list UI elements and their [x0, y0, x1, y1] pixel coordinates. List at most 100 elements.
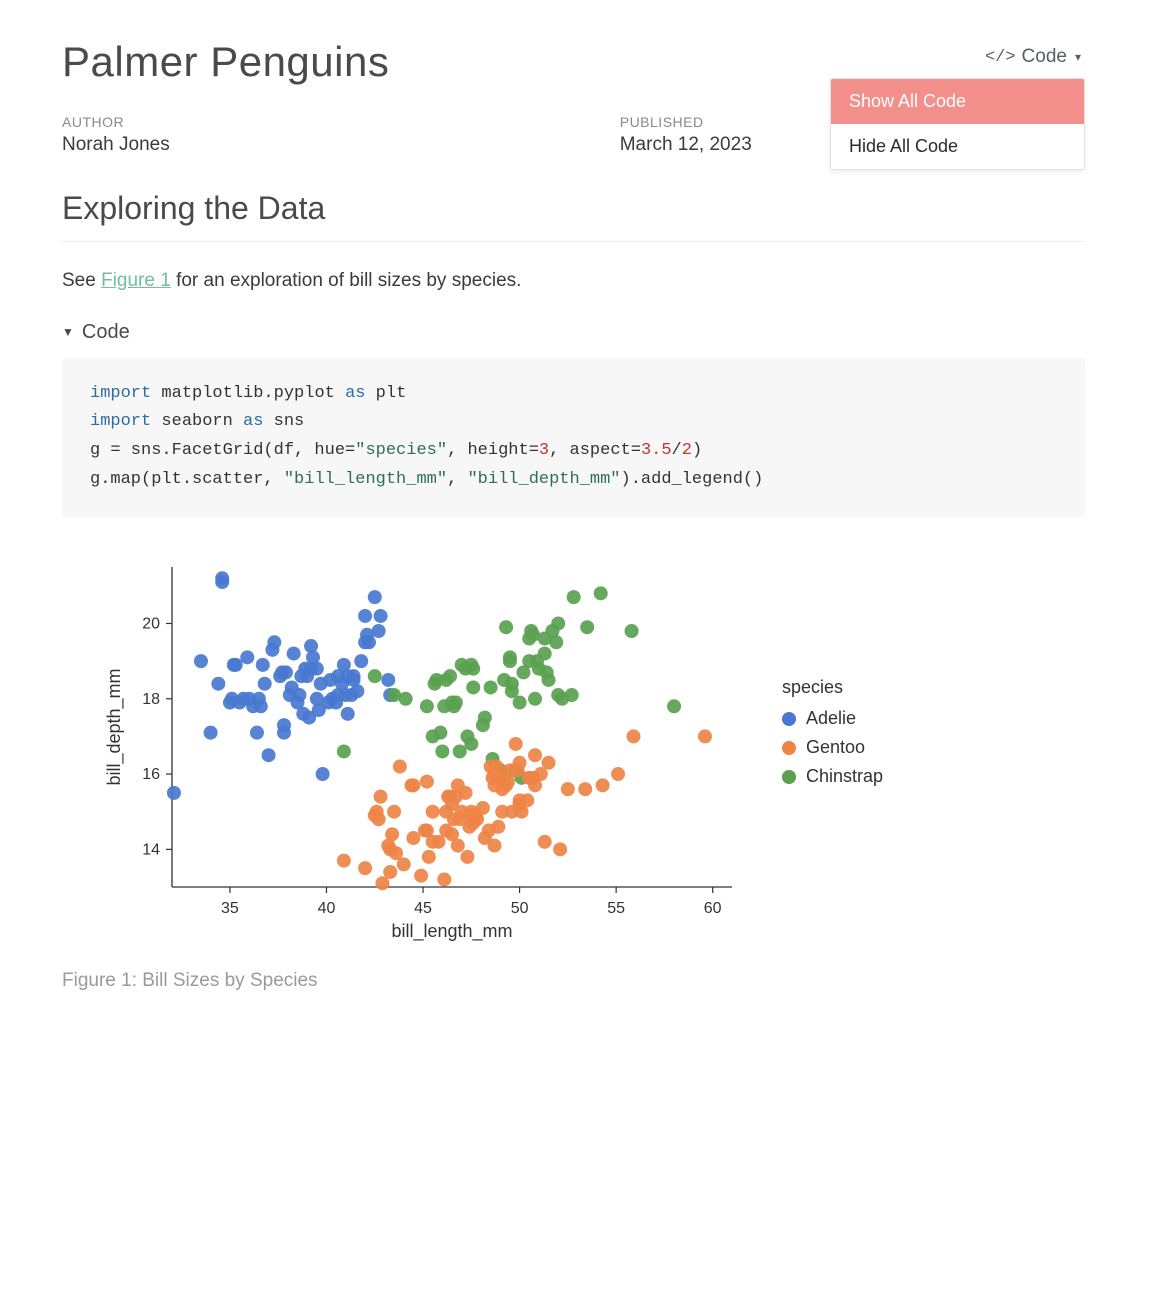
scatter-point-gentoo	[698, 730, 712, 744]
scatter-point-adelie	[240, 651, 254, 665]
svg-text:55: 55	[607, 900, 625, 917]
scatter-point-chinstrap	[449, 696, 463, 710]
scatter-point-gentoo	[520, 794, 534, 808]
scatter-point-chinstrap	[542, 673, 556, 687]
scatter-point-chinstrap	[549, 635, 563, 649]
scatter-point-gentoo	[387, 805, 401, 819]
scatter-point-chinstrap	[625, 624, 639, 638]
author-value: Norah Jones	[62, 134, 170, 156]
scatter-point-gentoo	[538, 835, 552, 849]
legend-title: species	[782, 677, 883, 698]
figure-1-link[interactable]: Figure 1	[101, 270, 171, 291]
scatter-point-gentoo	[393, 760, 407, 774]
show-all-code-item[interactable]: Show All Code	[831, 79, 1084, 124]
code-dropdown: </> Code ▾ Show All Code Hide All Code	[981, 44, 1085, 70]
code-dropdown-toggle[interactable]: </> Code ▾	[981, 44, 1085, 70]
svg-text:18: 18	[142, 691, 160, 708]
svg-text:60: 60	[704, 900, 722, 917]
scatter-point-adelie	[215, 571, 229, 585]
scatter-point-gentoo	[459, 786, 473, 800]
code-fold-toggle[interactable]: ▼ Code	[62, 321, 1085, 344]
scatter-point-adelie	[287, 647, 301, 661]
scatter-point-adelie	[292, 688, 306, 702]
code-line-3: g.map(plt.scatter, "bill_length_mm", "bi…	[90, 466, 1057, 495]
scatter-point-chinstrap	[466, 681, 480, 695]
scatter-point-chinstrap	[667, 699, 681, 713]
scatter-point-gentoo	[487, 839, 501, 853]
scatter-point-gentoo	[528, 748, 542, 762]
scatter-point-adelie	[316, 767, 330, 781]
scatter-point-gentoo	[513, 756, 527, 770]
scatter-point-chinstrap	[538, 647, 552, 661]
collapse-triangle-icon: ▼	[62, 325, 74, 339]
chevron-down-icon: ▾	[1075, 50, 1081, 64]
code-line-1: import seaborn as sns	[90, 408, 1057, 437]
svg-text:bill_depth_mm: bill_depth_mm	[104, 669, 125, 786]
svg-text:20: 20	[142, 616, 160, 633]
scatter-point-chinstrap	[551, 617, 565, 631]
section-divider	[62, 241, 1085, 242]
scatter-point-chinstrap	[580, 620, 594, 634]
scatter-point-chinstrap	[513, 696, 527, 710]
scatter-point-chinstrap	[453, 745, 467, 759]
scatter-point-adelie	[256, 658, 270, 672]
chart-container: 35 40 45 50 55 60 14 16 18 20 bill_length_mm bill_d…	[102, 547, 1085, 952]
svg-text:40: 40	[318, 900, 336, 917]
scatter-point-adelie	[372, 624, 386, 638]
scatter-point-gentoo	[596, 779, 610, 793]
adelie-dot-icon	[782, 712, 796, 726]
scatter-point-chinstrap	[478, 711, 492, 725]
page-title: Palmer Penguins	[62, 38, 389, 86]
scatter-point-gentoo	[542, 756, 556, 770]
scatter-point-gentoo	[372, 812, 386, 826]
scatter-point-adelie	[341, 707, 355, 721]
scatter-point-chinstrap	[443, 669, 457, 683]
scatter-point-adelie	[277, 718, 291, 732]
scatter-point-chinstrap	[567, 590, 581, 604]
published-block: PUBLISHED March 12, 2023	[620, 114, 752, 156]
scatter-point-adelie	[204, 726, 218, 740]
scatter-point-gentoo	[627, 730, 641, 744]
scatter-point-gentoo	[553, 843, 567, 857]
scatter-point-adelie	[258, 677, 272, 691]
scatter-point-gentoo	[397, 858, 411, 872]
scatter-point-gentoo	[476, 801, 490, 815]
scatter-point-gentoo	[426, 805, 440, 819]
scatter-point-gentoo	[374, 790, 388, 804]
published-value: March 12, 2023	[620, 134, 752, 156]
code-block: import matplotlib.pyplot as plt import s…	[62, 358, 1085, 518]
scatter-point-adelie	[250, 726, 264, 740]
scatter-point-gentoo	[437, 873, 451, 887]
scatter-point-adelie	[347, 669, 361, 683]
scatter-point-adelie	[368, 590, 382, 604]
scatter-point-gentoo	[383, 865, 397, 879]
scatter-point-chinstrap	[466, 662, 480, 676]
scatter-point-chinstrap	[337, 745, 351, 759]
scatter-point-chinstrap	[565, 688, 579, 702]
scatter-point-chinstrap	[503, 651, 517, 665]
scatter-point-gentoo	[406, 779, 420, 793]
scatter-point-chinstrap	[435, 745, 449, 759]
svg-text:14: 14	[142, 842, 160, 859]
scatter-point-chinstrap	[464, 737, 478, 751]
svg-text:16: 16	[142, 766, 160, 783]
code-dropdown-menu: Show All Code Hide All Code	[830, 78, 1085, 170]
scatter-point-gentoo	[509, 737, 523, 751]
scatter-point-gentoo	[611, 767, 625, 781]
author-block: AUTHOR Norah Jones	[62, 114, 170, 156]
scatter-point-adelie	[374, 609, 388, 623]
code-icon: </>	[985, 48, 1016, 67]
scatter-point-chinstrap	[528, 692, 542, 706]
code-line-2: g = sns.FacetGrid(df, hue="species", hei…	[90, 437, 1057, 466]
scatter-point-adelie	[229, 658, 243, 672]
section-heading: Exploring the Data	[62, 190, 1085, 227]
scatter-point-chinstrap	[505, 677, 519, 691]
scatter-point-gentoo	[451, 839, 465, 853]
hide-all-code-item[interactable]: Hide All Code	[831, 124, 1084, 169]
legend-item-chinstrap: Chinstrap	[782, 766, 883, 787]
scatter-point-adelie	[167, 786, 181, 800]
scatter-point-adelie	[279, 666, 293, 680]
scatter-point-gentoo	[491, 820, 505, 834]
scatter-point-gentoo	[578, 782, 592, 796]
body-paragraph: See Figure 1 for an exploration of bill …	[62, 268, 1085, 295]
